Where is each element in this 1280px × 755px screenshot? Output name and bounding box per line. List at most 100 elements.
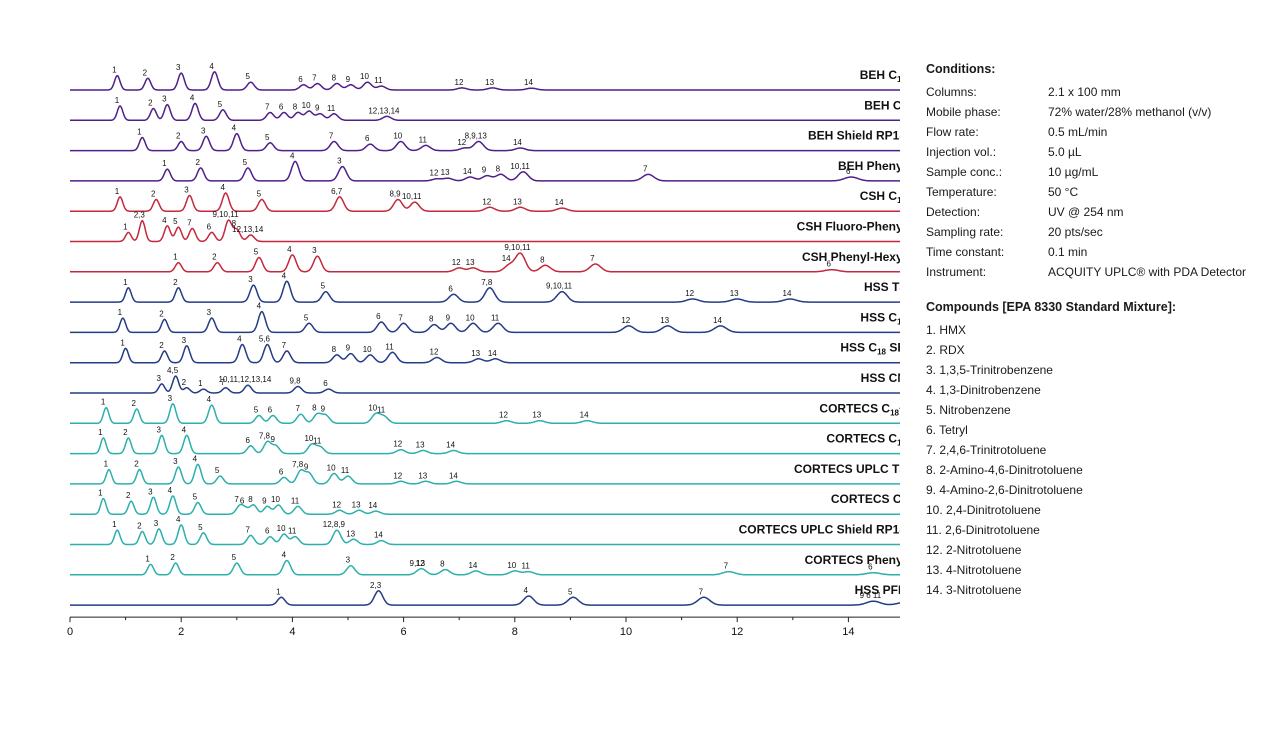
trace-line (70, 160, 900, 182)
peak-label: 12,13,14 (368, 106, 400, 115)
trace-name: CSH Phenyl-Hexyl (802, 250, 900, 264)
peak-label: 12 (452, 258, 461, 267)
peak-label: 7,8 (292, 460, 304, 469)
peak-label: 4 (190, 93, 195, 102)
peak-label: 10 (304, 434, 313, 443)
condition-row: Columns: 2.1 x 100 mm (926, 82, 1266, 102)
trace-name: HSS C18 SB (840, 341, 900, 357)
peak-label: 11 (522, 562, 531, 571)
peak-label: 3 (337, 157, 342, 166)
peak-label: 11 (419, 135, 428, 144)
axis-tick-label: 0 (67, 626, 73, 638)
peak-label: 6 (207, 222, 212, 231)
condition-value: 0.5 mL/min (1048, 125, 1108, 139)
peak-label: 12 (393, 471, 402, 480)
peak-label: 5 (257, 190, 262, 199)
info-panel: Conditions: Columns: 2.1 x 100 mm Mobile … (926, 62, 1266, 600)
peak-label: 12 (393, 440, 402, 449)
compound-item: 10. 2,4-Dinitrotoluene (926, 503, 1041, 517)
condition-key: Flow rate: (926, 125, 979, 139)
compound-item: 5. Nitrobenzene (926, 403, 1011, 417)
peak-label: 3 (148, 487, 153, 496)
condition-row: Injection vol.: 5.0 µL (926, 142, 1266, 162)
peak-label: 1 (198, 379, 203, 388)
compound-item: 3. 1,3,5-Trinitrobenzene (926, 363, 1053, 377)
peak-label: 3 (173, 457, 178, 466)
peak-label: 14 (713, 316, 722, 325)
condition-key: Instrument: (926, 265, 987, 279)
peak-label: 4,5 (167, 366, 179, 375)
peak-label: 6 (323, 379, 328, 388)
peak-label: 1 (276, 587, 281, 596)
peak-label: 9 (346, 344, 351, 353)
peak-label: 9 (315, 104, 320, 113)
compound-item: 12. 2-Nitrotoluene (926, 543, 1022, 557)
peak-label: 1 (104, 460, 109, 469)
peak-label: 4 (193, 454, 198, 463)
peak-label: 4 (220, 183, 225, 192)
peak-label: 7 (295, 404, 300, 413)
trace-group: 3 4,52 1 710,11,12,13,14 9,8 6 HSS CN (70, 366, 900, 394)
peak-label: 10,11 (510, 162, 530, 171)
peak-label: 1 (137, 128, 142, 137)
peak-label: 14 (555, 198, 564, 207)
condition-value: 50 °C (1048, 185, 1079, 199)
axis-tick-label: 2 (178, 626, 184, 638)
condition-key: Sampling rate: (926, 225, 1004, 239)
peak-label: 4 (207, 395, 212, 404)
peak-label: 10 (327, 464, 336, 473)
peak-label: 1 (112, 66, 117, 75)
peak-label: 4 (523, 586, 528, 595)
peak-label: 6 (265, 527, 270, 536)
peak-label: 3 (162, 95, 167, 104)
peak-label: 3 (201, 126, 206, 135)
peak-label: 4 (209, 62, 214, 71)
peak-label: 4 (287, 245, 292, 254)
condition-value: 2.1 x 100 mm (1048, 85, 1121, 99)
peak-label: 7 (724, 562, 729, 571)
peak-label: 11 (291, 496, 300, 505)
trace-name: CSH Fluoro-Phenyl (797, 220, 900, 234)
peak-label: 3 (248, 275, 253, 284)
peak-label: 2 (212, 253, 217, 262)
condition-key: Mobile phase: (926, 105, 1001, 119)
peak-label: 5,6 (259, 335, 271, 344)
condition-row: Temperature: 50 °C (926, 182, 1266, 202)
peak-label: 7 (398, 313, 403, 322)
peak-label: 1 (162, 159, 167, 168)
peak-label: 3 (312, 246, 317, 255)
trace-name: CORTECS C18 (826, 432, 900, 448)
peak-label: 14 (524, 78, 533, 87)
trace-line (70, 310, 900, 334)
peak-label: 2 (159, 341, 164, 350)
time-axis: 02468101214161820 min (67, 616, 900, 638)
peak-label: 5 (254, 248, 259, 257)
peak-label: 1 (115, 187, 120, 196)
peak-label: 14 (463, 167, 472, 176)
condition-row: Instrument: ACQUITY UPLC® with PDA Detect… (926, 262, 1266, 282)
peak-label: 3 (176, 63, 181, 72)
peak-label: 10 (302, 101, 311, 110)
peak-label: 1 (98, 428, 103, 437)
peak-label: 11 (313, 436, 322, 445)
peak-label: 9 (304, 462, 309, 471)
peak-label: 9,10,11 (504, 243, 531, 252)
peak-label: 13 (532, 411, 541, 420)
peak-label: 8 (293, 102, 298, 111)
peak-label: 1 (173, 253, 178, 262)
peak-label: 9,10,11 (212, 210, 239, 219)
peak-label: 12 (685, 289, 694, 298)
trace-line (70, 590, 900, 606)
peak-label: 9 (446, 313, 451, 322)
peak-label: 9 (482, 166, 487, 175)
peak-label: 10 (507, 561, 516, 570)
trace-name: HSS PFP (855, 583, 900, 597)
